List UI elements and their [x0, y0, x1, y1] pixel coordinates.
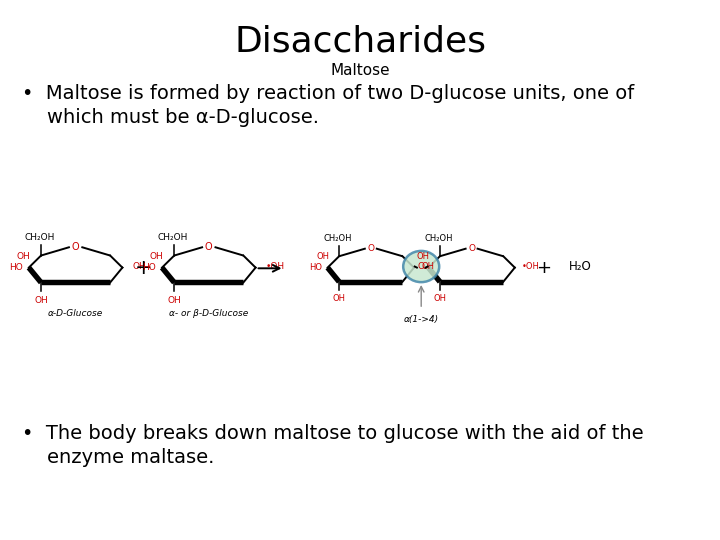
Text: OH: OH [316, 252, 329, 261]
Text: O: O [72, 242, 79, 252]
Text: OH: OH [333, 294, 346, 303]
Text: OH: OH [132, 262, 146, 271]
Text: CH₂OH: CH₂OH [323, 234, 352, 244]
Text: OH: OH [17, 252, 30, 261]
Text: OH: OH [421, 262, 434, 271]
Text: Maltose: Maltose [330, 63, 390, 78]
Text: O: O [468, 244, 475, 253]
Text: enzyme maltase.: enzyme maltase. [22, 448, 214, 467]
Text: HO: HO [143, 263, 156, 272]
Text: α-D-Glucose: α-D-Glucose [48, 309, 103, 319]
Text: OH: OH [150, 252, 163, 261]
Text: +: + [536, 259, 551, 278]
Text: α(1->4): α(1->4) [404, 315, 438, 324]
Text: •OH: •OH [522, 262, 540, 271]
Text: O: O [418, 262, 425, 271]
Text: •  The body breaks down maltose to glucose with the aid of the: • The body breaks down maltose to glucos… [22, 424, 643, 443]
Text: HO: HO [9, 263, 23, 272]
Text: CH₂OH: CH₂OH [24, 233, 55, 242]
Text: H₂O: H₂O [569, 260, 592, 273]
Text: CH₂OH: CH₂OH [424, 234, 453, 244]
Text: α- or β-D-Glucose: α- or β-D-Glucose [169, 309, 248, 319]
Text: OH: OH [167, 296, 181, 305]
Text: OH: OH [34, 296, 48, 305]
Ellipse shape [403, 251, 439, 282]
Text: O: O [205, 242, 212, 252]
Text: •OH: •OH [266, 262, 285, 271]
Text: which must be α-D-glucose.: which must be α-D-glucose. [22, 108, 319, 127]
Text: O: O [367, 244, 374, 253]
Text: Disaccharides: Disaccharides [234, 24, 486, 58]
Text: +: + [135, 258, 153, 278]
Text: HO: HO [310, 263, 323, 272]
Text: OH: OH [417, 252, 430, 261]
Text: OH: OH [433, 294, 446, 303]
Text: •  Maltose is formed by reaction of two D-glucose units, one of: • Maltose is formed by reaction of two D… [22, 84, 634, 103]
Text: CH₂OH: CH₂OH [158, 233, 188, 242]
